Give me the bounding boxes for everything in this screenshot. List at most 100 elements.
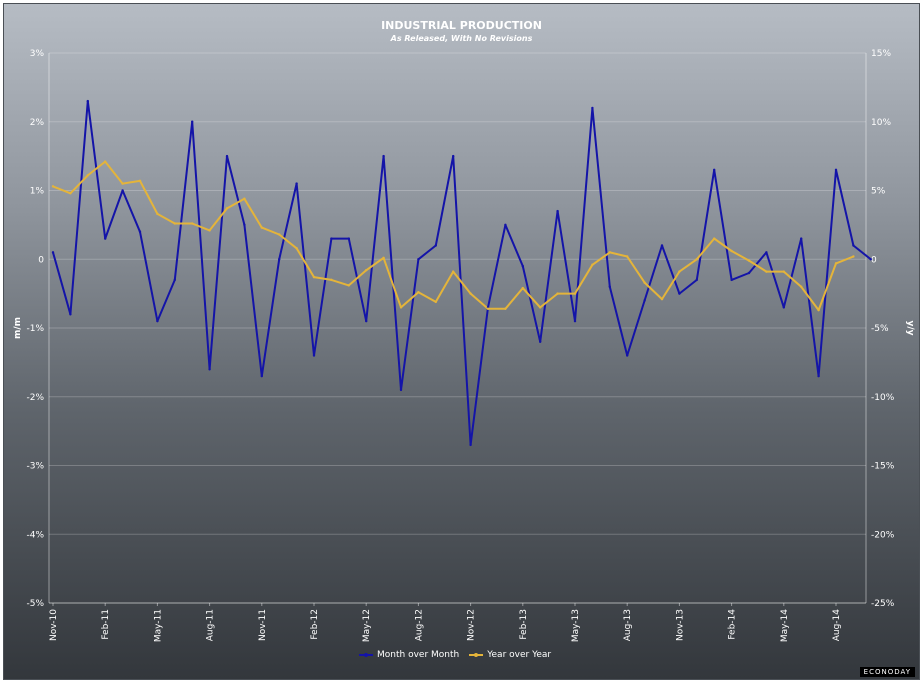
y-tick-label: 0 <box>38 255 44 265</box>
data-point-mom <box>365 319 368 323</box>
y-tick-label: -1% <box>26 324 44 334</box>
chart-subtitle: As Released, With No Revisions <box>390 34 533 43</box>
data-point-yoy <box>86 174 90 177</box>
legend-item-mom[interactable]: Month over Month <box>359 650 459 660</box>
data-point-mom <box>86 99 90 103</box>
y2-tick-label: 0 <box>871 255 877 265</box>
y-tick-label: 3% <box>30 49 45 59</box>
data-point-yoy <box>208 229 211 232</box>
data-point-mom <box>695 278 698 282</box>
data-point-yoy <box>312 275 316 279</box>
data-point-mom <box>225 154 229 158</box>
data-point-yoy <box>173 222 176 225</box>
data-point-yoy <box>69 192 72 195</box>
chart-frame: 3% 15% 2% 10% 1% 5% 0 0 -1% -5% -2% -10% -3% -15% -4% -… <box>3 3 920 680</box>
data-point-mom <box>243 223 246 227</box>
data-point-mom <box>869 258 872 261</box>
data-point-mom <box>104 237 107 240</box>
chart-legend: Month over Month Year over Year <box>359 650 551 660</box>
legend-marker-mom <box>359 651 373 659</box>
data-point-yoy <box>399 306 403 309</box>
y-tick-label: -4% <box>26 530 44 540</box>
chart-title: INDUSTRIAL PRODUCTION <box>381 19 542 32</box>
data-point-mom <box>382 154 385 158</box>
data-point-mom <box>347 237 350 240</box>
data-point-yoy <box>365 269 368 272</box>
data-point-yoy <box>765 270 768 273</box>
y2-tick-label: 5% <box>871 187 886 197</box>
data-point-yoy <box>225 207 229 210</box>
data-point-mom <box>121 189 124 192</box>
legend-item-yoy[interactable]: Year over Year <box>469 650 551 660</box>
data-point-mom <box>608 285 611 288</box>
data-point-mom <box>278 258 281 261</box>
chart-plot: 3% 15% 2% 10% 1% 5% 0 0 -1% -5% -2% -10% -3% -15% -4% -… <box>13 49 915 642</box>
y2-tick-label: 10% <box>871 118 891 128</box>
data-point-mom <box>800 237 803 240</box>
data-point-yoy <box>817 308 820 312</box>
x-tick-label: Aug-11 <box>206 609 216 641</box>
y-tick-label: 2% <box>30 118 45 128</box>
data-point-mom <box>660 244 664 247</box>
data-point-yoy <box>678 270 681 273</box>
data-point-mom <box>504 223 507 227</box>
legend-label-yoy: Year over Year <box>487 650 552 660</box>
series-line-mom <box>52 100 872 446</box>
data-point-yoy <box>521 286 524 290</box>
data-point-yoy <box>730 249 733 253</box>
y2-axis-label: y/y <box>905 320 915 335</box>
data-point-yoy <box>713 237 716 240</box>
data-point-yoy <box>417 291 420 294</box>
legend-marker-yoy <box>469 651 484 659</box>
data-point-yoy <box>452 270 455 273</box>
x-tick-label: Nov-12 <box>467 609 477 641</box>
x-tick-label: May-14 <box>780 609 790 642</box>
x-tick-label: Feb-11 <box>101 609 111 640</box>
data-point-mom <box>51 251 55 254</box>
data-point-mom <box>330 237 333 240</box>
x-tick-label: May-13 <box>571 609 581 642</box>
y-tick-label: -5% <box>26 599 44 609</box>
data-point-mom <box>782 306 785 309</box>
data-point-mom <box>69 313 72 316</box>
data-point-yoy <box>852 255 855 258</box>
x-tick-label: Nov-13 <box>675 609 685 641</box>
data-point-mom <box>452 154 455 158</box>
data-point-yoy <box>626 255 629 258</box>
x-tick-label: Aug-12 <box>414 609 424 641</box>
data-point-mom <box>434 244 437 247</box>
data-point-yoy <box>539 306 542 309</box>
data-point-yoy <box>608 251 611 254</box>
data-point-mom <box>834 168 838 172</box>
y-tick-label: 1% <box>30 187 45 197</box>
data-point-mom <box>208 368 211 371</box>
data-point-mom <box>469 443 472 447</box>
data-point-mom <box>591 106 594 110</box>
x-tick-label: Nov-10 <box>49 609 59 641</box>
y2-tick-label: -5% <box>871 324 889 334</box>
data-point-yoy <box>782 270 785 273</box>
legend-label-mom: Month over Month <box>377 650 460 660</box>
x-tick-label: Feb-13 <box>519 609 529 640</box>
data-point-mom <box>573 319 577 323</box>
data-point-mom <box>556 209 559 213</box>
data-point-yoy <box>51 185 55 188</box>
data-point-mom <box>417 258 420 261</box>
x-tick-label: Aug-13 <box>623 609 633 641</box>
x-tick-label: May-11 <box>153 609 163 642</box>
data-point-yoy <box>643 281 646 284</box>
data-point-mom <box>539 340 542 343</box>
data-point-mom <box>730 278 733 282</box>
y2-tick-label: -15% <box>871 462 895 472</box>
data-point-yoy <box>695 258 698 261</box>
data-point-yoy <box>434 300 437 304</box>
data-point-mom <box>678 292 681 295</box>
data-point-mom <box>295 182 298 185</box>
data-point-yoy <box>330 278 333 282</box>
data-point-yoy <box>504 307 507 310</box>
data-point-yoy <box>591 263 594 266</box>
data-point-yoy <box>260 226 263 229</box>
data-point-yoy <box>278 233 281 236</box>
x-tick-label: Feb-12 <box>310 609 320 640</box>
data-point-yoy <box>660 297 664 301</box>
